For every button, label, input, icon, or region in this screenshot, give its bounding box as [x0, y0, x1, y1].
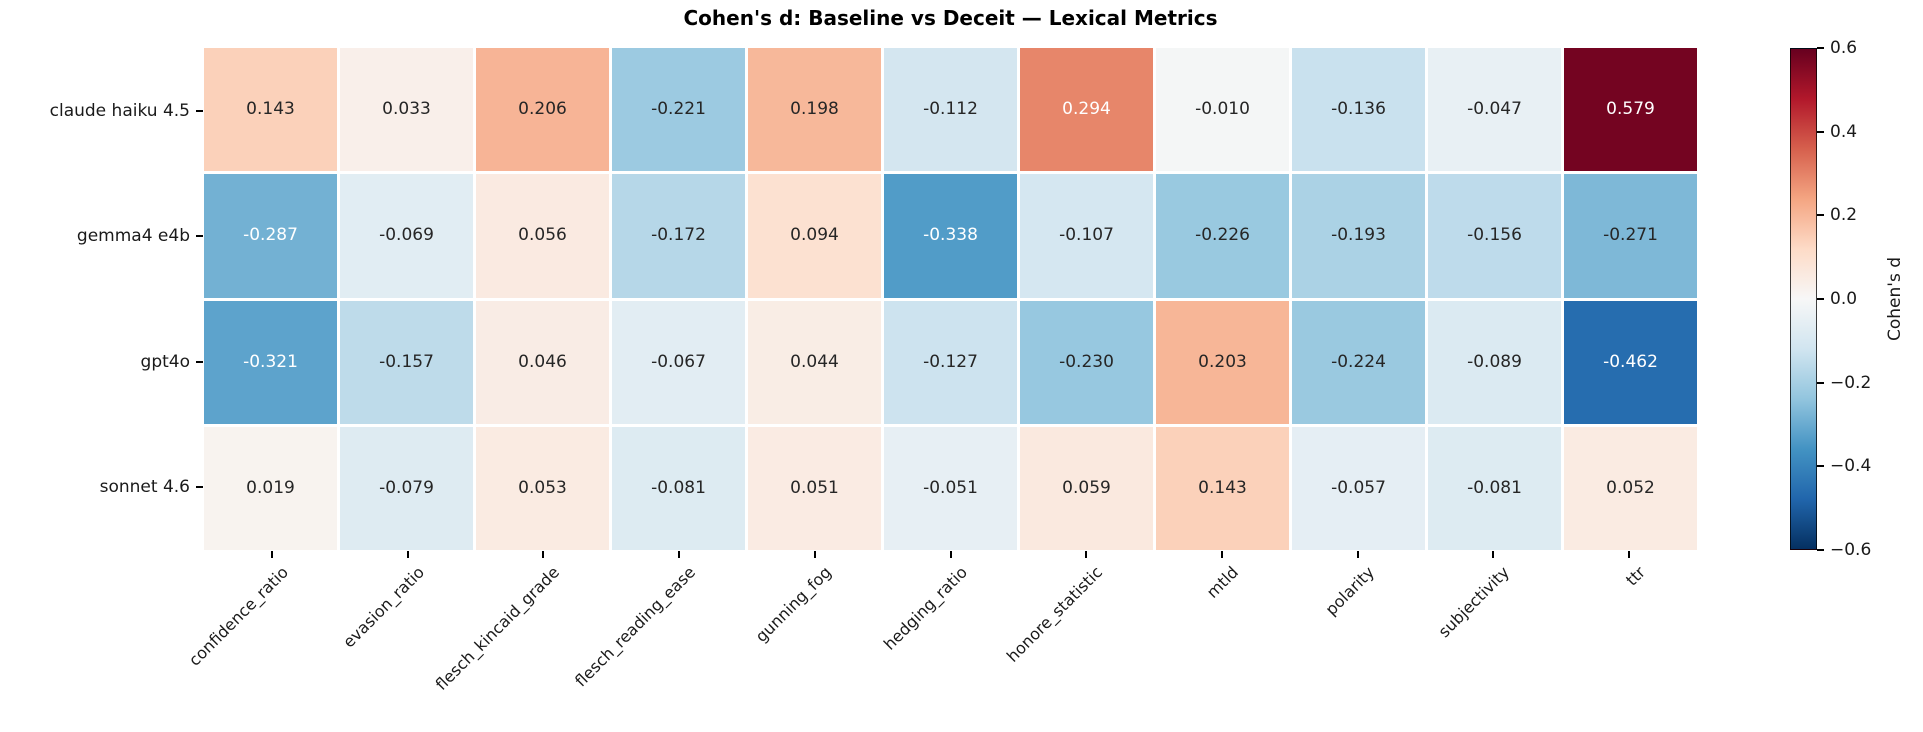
y-tick-mark [196, 235, 203, 238]
x-tick-mark [678, 551, 681, 558]
heatmap-cell-sonnet-4.6-polarity: -0.057 [1292, 426, 1425, 550]
heatmap-cell-claude-haiku-4.5-confidence_ratio: 0.143 [204, 48, 337, 172]
colorbar-tick-mark [1817, 381, 1824, 384]
x-tick-mark [813, 551, 816, 558]
heatmap-cell-sonnet-4.6-subjectivity: -0.081 [1428, 426, 1561, 550]
colorbar-axis-label: Cohen's d [1885, 256, 1905, 342]
y-tick-label: sonnet 4.6 [99, 477, 190, 498]
colorbar-tick-mark [1817, 47, 1824, 49]
heatmap-cell-claude-haiku-4.5-hedging_ratio: -0.112 [884, 48, 1017, 172]
heatmap-cell-gemma4-e4b-flesch_kincaid_grade: 0.056 [476, 174, 609, 298]
colorbar-tick-mark [1817, 549, 1824, 551]
heatmap-grid: 0.143 0.033 0.206 -0.221 0.198 -0.112 0.294 -0.… [204, 48, 1697, 550]
heatmap-cell-sonnet-4.6-flesch_reading_ease: -0.081 [612, 426, 745, 550]
x-tick-mark [542, 551, 545, 558]
heatmap-cell-claude-haiku-4.5-mtld: -0.010 [1156, 48, 1289, 172]
colorbar-tick-label: 0.0 [1830, 289, 1858, 309]
colorbar-tick-mark [1817, 298, 1824, 300]
heatmap-cell-gpt4o-hedging_ratio: -0.127 [884, 300, 1017, 424]
y-tick-label: claude haiku 4.5 [49, 100, 190, 121]
x-tick-label: flesch_reading_ease [571, 562, 700, 691]
heatmap-cell-gpt4o-confidence_ratio: -0.321 [204, 300, 337, 424]
x-tick-mark [1356, 551, 1359, 558]
colorbar-tick-label: −0.6 [1830, 540, 1872, 560]
x-tick-label: mtld [1202, 562, 1242, 602]
heatmap-cell-gpt4o-subjectivity: -0.089 [1428, 300, 1561, 424]
colorbar-tick-mark [1817, 465, 1824, 468]
heatmap-cell-gpt4o-honore_statistic: -0.230 [1020, 300, 1153, 424]
heatmap-cell-gpt4o-evasion_ratio: -0.157 [340, 300, 473, 424]
heatmap-cell-gemma4-e4b-hedging_ratio: -0.338 [884, 174, 1017, 298]
heatmap-cell-gemma4-e4b-ttr: -0.271 [1564, 174, 1697, 298]
heatmap-cell-sonnet-4.6-ttr: 0.052 [1564, 426, 1697, 550]
x-tick-label: ttr [1622, 562, 1650, 590]
heatmap-cell-claude-haiku-4.5-flesch_reading_ease: -0.221 [612, 48, 745, 172]
colorbar-gradient [1790, 48, 1817, 550]
x-tick-mark [1628, 551, 1631, 558]
colorbar-tick-mark [1817, 130, 1824, 133]
heatmap-cell-gemma4-e4b-mtld: -0.226 [1156, 174, 1289, 298]
x-tick-label: honore_statistic [1003, 562, 1107, 666]
x-tick-mark [1492, 551, 1495, 558]
y-tick-mark [196, 109, 203, 112]
heatmap-cell-sonnet-4.6-evasion_ratio: -0.079 [340, 426, 473, 550]
heatmap-cell-sonnet-4.6-mtld: 0.143 [1156, 426, 1289, 550]
heatmap-cell-claude-haiku-4.5-subjectivity: -0.047 [1428, 48, 1561, 172]
heatmap-cell-gemma4-e4b-polarity: -0.193 [1292, 174, 1425, 298]
heatmap-cell-gpt4o-mtld: 0.203 [1156, 300, 1289, 424]
x-tick-mark [949, 551, 952, 558]
colorbar-tick-label: 0.2 [1830, 205, 1858, 226]
heatmap-cell-sonnet-4.6-flesch_kincaid_grade: 0.053 [476, 426, 609, 550]
chart-title: Cohen's d: Baseline vs Deceit — Lexical … [683, 6, 1218, 30]
heatmap-cell-gemma4-e4b-gunning_fog: 0.094 [748, 174, 881, 298]
heatmap-cell-claude-haiku-4.5-evasion_ratio: 0.033 [340, 48, 473, 172]
x-tick-label: subjectivity [1434, 562, 1514, 642]
heatmap-cell-sonnet-4.6-confidence_ratio: 0.019 [204, 426, 337, 550]
heatmap-cell-gemma4-e4b-subjectivity: -0.156 [1428, 174, 1561, 298]
y-tick-mark [196, 360, 203, 363]
x-tick-mark [1085, 551, 1088, 558]
heatmap-cell-claude-haiku-4.5-ttr: 0.579 [1564, 48, 1697, 172]
y-tick-label: gpt4o [140, 351, 190, 372]
heatmap-cell-gemma4-e4b-confidence_ratio: -0.287 [204, 174, 337, 298]
heatmap-cell-gpt4o-gunning_fog: 0.044 [748, 300, 881, 424]
heatmap-cell-sonnet-4.6-hedging_ratio: -0.051 [884, 426, 1017, 550]
colorbar-tick-label: 0.4 [1830, 121, 1858, 142]
y-tick-label: gemma4 e4b [76, 226, 190, 247]
heatmap-cell-gemma4-e4b-honore_statistic: -0.107 [1020, 174, 1153, 298]
heatmap-cell-gpt4o-flesch_reading_ease: -0.067 [612, 300, 745, 424]
x-tick-label: polarity [1321, 562, 1378, 620]
heatmap-cell-claude-haiku-4.5-gunning_fog: 0.198 [748, 48, 881, 172]
heatmap-cell-gpt4o-flesch_kincaid_grade: 0.046 [476, 300, 609, 424]
heatmap-cell-sonnet-4.6-gunning_fog: 0.051 [748, 426, 881, 550]
x-tick-mark [270, 551, 273, 558]
x-tick-label: gunning_fog [751, 562, 835, 646]
x-tick-label: hedging_ratio [879, 562, 971, 654]
x-tick-mark [406, 551, 409, 558]
colorbar-tick-label: −0.2 [1830, 372, 1872, 393]
x-tick-label: evasion_ratio [338, 562, 428, 652]
heatmap-cell-gpt4o-polarity: -0.224 [1292, 300, 1425, 424]
y-tick-mark [196, 486, 203, 489]
colorbar-tick-mark [1817, 214, 1824, 217]
x-tick-label: confidence_ratio [184, 562, 292, 670]
x-tick-mark [1220, 551, 1223, 558]
heatmap-cell-gemma4-e4b-flesch_reading_ease: -0.172 [612, 174, 745, 298]
heatmap-cell-claude-haiku-4.5-flesch_kincaid_grade: 0.206 [476, 48, 609, 172]
heatmap-cell-claude-haiku-4.5-honore_statistic: 0.294 [1020, 48, 1153, 172]
colorbar-tick-label: −0.4 [1830, 456, 1872, 477]
heatmap-cell-sonnet-4.6-honore_statistic: 0.059 [1020, 426, 1153, 550]
x-tick-label: flesch_kincaid_grade [431, 562, 564, 694]
heatmap-cell-claude-haiku-4.5-polarity: -0.136 [1292, 48, 1425, 172]
heatmap-cell-gpt4o-ttr: -0.462 [1564, 300, 1697, 424]
heatmap-cell-gemma4-e4b-evasion_ratio: -0.069 [340, 174, 473, 298]
colorbar-tick-label: 0.6 [1830, 38, 1858, 58]
